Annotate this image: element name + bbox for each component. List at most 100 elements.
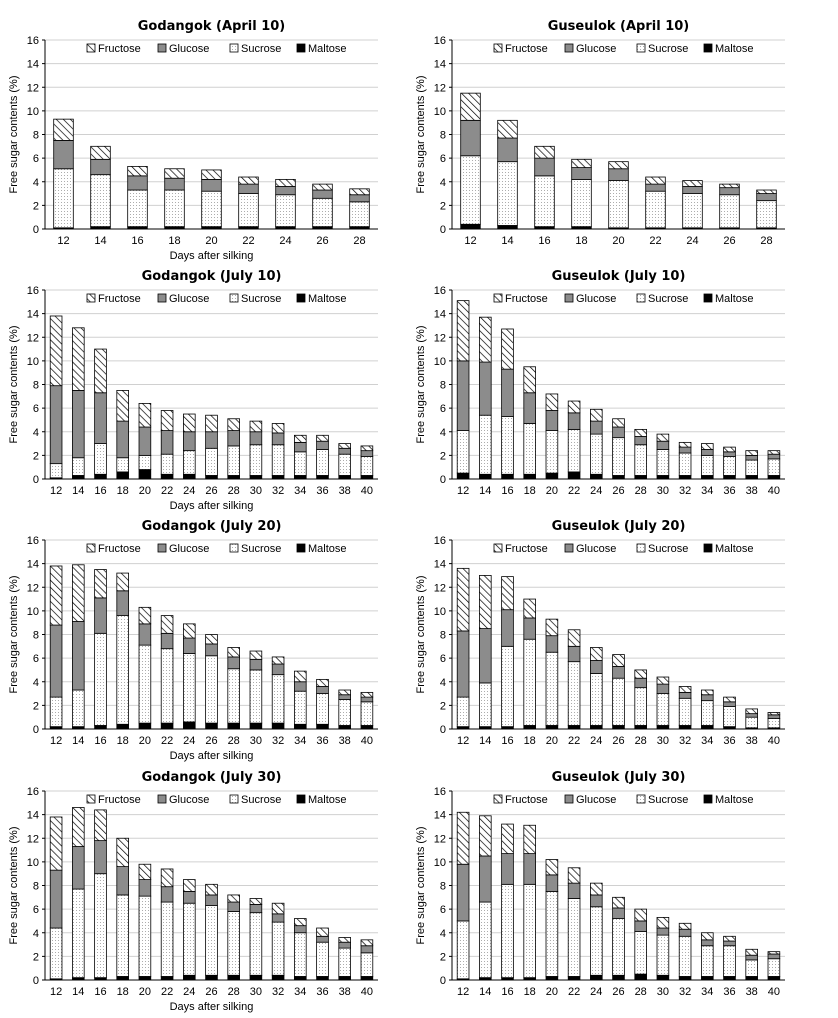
y-tick-label: 8 bbox=[440, 130, 446, 142]
y-tick-label: 4 bbox=[33, 677, 39, 689]
bar-segment-glucose bbox=[271, 663, 285, 676]
bar-segment-maltose bbox=[94, 725, 107, 730]
bar-segment-sucrose bbox=[767, 958, 781, 977]
bar-segment-glucose bbox=[201, 178, 222, 192]
bar-segment-glucose bbox=[634, 920, 647, 932]
bar-segment-glucose bbox=[701, 449, 714, 456]
bar-segment-fructose bbox=[49, 816, 63, 871]
bar-segment-maltose bbox=[678, 976, 692, 981]
bar-segment-fructose bbox=[49, 565, 63, 626]
bar-segment-fructose bbox=[138, 863, 152, 880]
y-tick-label: 16 bbox=[434, 35, 446, 47]
bar-segment-maltose bbox=[160, 722, 174, 730]
x-tick-label: 14 bbox=[72, 986, 84, 998]
bar-segment-maltose bbox=[72, 475, 85, 480]
x-tick-label: 36 bbox=[316, 735, 328, 747]
bar-segment-fructose bbox=[294, 434, 307, 443]
y-tick-label: 16 bbox=[27, 35, 39, 47]
bar-segment-maltose bbox=[116, 723, 129, 730]
bar-segment-fructose bbox=[249, 420, 263, 433]
y-tick-label: 8 bbox=[33, 630, 39, 642]
y-tick-label: 4 bbox=[440, 427, 446, 439]
bar-segment-fructose bbox=[701, 689, 714, 696]
bar-segment-glucose bbox=[49, 624, 63, 698]
bar-segment-sucrose bbox=[238, 193, 259, 228]
bar-segment-maltose bbox=[701, 725, 714, 730]
bar-segment-sucrose bbox=[567, 661, 581, 726]
bar-segment-sucrose bbox=[682, 193, 703, 229]
x-tick-label: 16 bbox=[131, 235, 143, 247]
x-tick-label: 36 bbox=[723, 735, 735, 747]
x-tick-label: 26 bbox=[205, 485, 217, 497]
bar-segment-fructose bbox=[116, 572, 129, 592]
bar-segment-fructose bbox=[183, 879, 196, 892]
bar-segment-maltose bbox=[138, 469, 152, 480]
bar-segment-fructose bbox=[745, 708, 758, 715]
x-tick-label: 34 bbox=[701, 485, 713, 497]
legend-swatch-sucrose bbox=[229, 794, 239, 804]
legend-label-glucose: Glucose bbox=[576, 794, 616, 806]
bar-segment-fructose bbox=[338, 937, 351, 943]
legend-label-maltose: Maltose bbox=[308, 794, 347, 806]
bar-segment-fructose bbox=[479, 316, 492, 363]
bar-segment-glucose bbox=[645, 183, 666, 192]
bar-segment-fructose bbox=[349, 188, 370, 196]
x-tick-label: 28 bbox=[353, 235, 365, 247]
bar-segment-fructose bbox=[545, 393, 559, 411]
bar-segment-fructose bbox=[678, 922, 692, 930]
bar-segment-sucrose bbox=[590, 433, 603, 475]
x-tick-label: 28 bbox=[760, 235, 772, 247]
bar-segment-glucose bbox=[612, 426, 625, 439]
bar-segment-sucrose bbox=[479, 901, 492, 979]
bar-segment-fructose bbox=[316, 434, 329, 442]
bar-segment-fructose bbox=[534, 145, 555, 159]
legend-swatch-glucose bbox=[564, 293, 574, 303]
bar-segment-glucose bbox=[164, 177, 185, 191]
bar-segment-sucrose bbox=[271, 444, 285, 476]
bar-segment-glucose bbox=[479, 855, 492, 903]
y-tick-label: 10 bbox=[434, 857, 446, 869]
bar-segment-sucrose bbox=[164, 189, 185, 228]
bar-segment-glucose bbox=[479, 361, 492, 416]
legend-swatch-fructose bbox=[493, 293, 503, 303]
x-tick-label: 18 bbox=[524, 485, 536, 497]
bar-segment-glucose bbox=[723, 701, 736, 707]
bar-segment-fructose bbox=[94, 569, 107, 599]
bar-segment-glucose bbox=[656, 683, 670, 694]
bar-segment-fructose bbox=[183, 413, 196, 433]
y-tick-label: 0 bbox=[33, 975, 39, 987]
legend-label-fructose: Fructose bbox=[98, 293, 141, 305]
bar-segment-maltose bbox=[338, 725, 351, 730]
bar-segment-fructose bbox=[745, 948, 758, 956]
bar-segment-glucose bbox=[523, 392, 536, 424]
bar-segment-maltose bbox=[501, 473, 514, 480]
bar-segment-sucrose bbox=[116, 894, 129, 977]
bar-segment-glucose bbox=[678, 446, 692, 454]
bar-segment-glucose bbox=[116, 420, 129, 459]
x-tick-label: 20 bbox=[139, 735, 151, 747]
x-tick-label: 22 bbox=[649, 235, 661, 247]
legend-label-maltose: Maltose bbox=[715, 794, 754, 806]
bar-segment-glucose bbox=[227, 430, 240, 447]
bar-segment-maltose bbox=[183, 721, 196, 730]
y-tick-label: 10 bbox=[27, 606, 39, 618]
x-tick-label: 22 bbox=[161, 485, 173, 497]
bar-segment-glucose bbox=[205, 643, 218, 657]
y-tick-label: 6 bbox=[440, 904, 446, 916]
x-tick-label: 40 bbox=[361, 986, 373, 998]
bar-segment-maltose bbox=[249, 475, 263, 480]
x-tick-label: 38 bbox=[746, 986, 758, 998]
bar-segment-sucrose bbox=[701, 454, 714, 476]
chart-title: Guseulok (July 30) bbox=[552, 770, 686, 785]
x-tick-label: 24 bbox=[183, 485, 195, 497]
legend-label-glucose: Glucose bbox=[576, 293, 616, 305]
bar-segment-fructose bbox=[294, 918, 307, 927]
bar-segment-glucose bbox=[160, 632, 174, 650]
bar-segment-sucrose bbox=[205, 905, 218, 976]
bar-segment-fructose bbox=[205, 414, 218, 433]
legend-label-sucrose: Sucrose bbox=[648, 43, 688, 55]
legend-label-sucrose: Sucrose bbox=[241, 794, 281, 806]
